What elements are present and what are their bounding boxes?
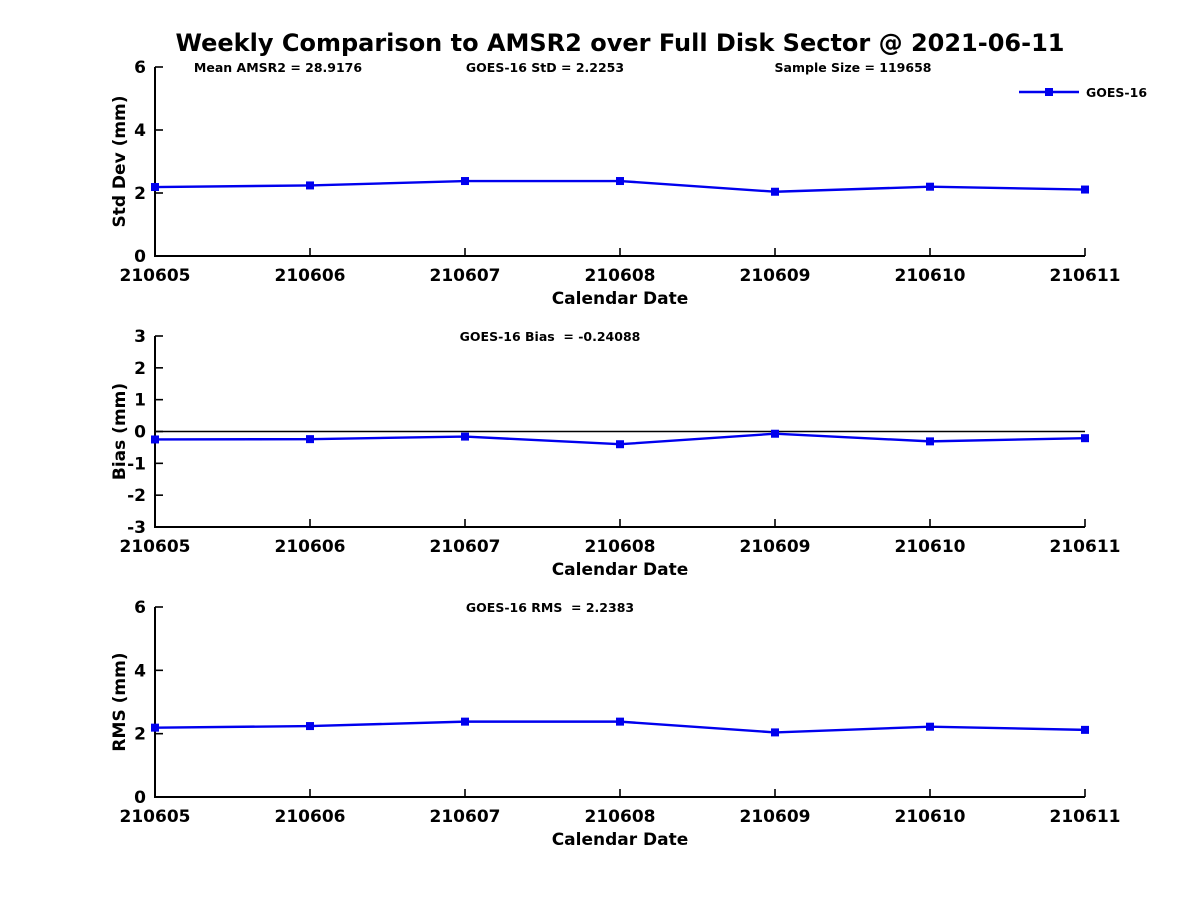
stat-annotation: GOES-16 StD = 2.2253 [466,60,624,75]
y-tick-label: 0 [134,247,146,267]
data-marker [151,183,159,192]
x-tick-label: 210606 [275,266,346,286]
x-tick-label: 210611 [1050,807,1121,827]
figure-title: Weekly Comparison to AMSR2 over Full Dis… [175,29,1065,57]
x-tick-label: 210608 [585,266,656,286]
x-tick-label: 210610 [895,266,966,286]
data-marker [926,722,934,731]
data-marker [461,432,469,441]
x-tick-label: 210605 [120,807,191,827]
data-marker [616,440,624,449]
chart-bias: -3 -2 -1 0 1 2 3 210605 210606 210607 210608 210609… [110,327,1120,580]
data-marker [151,723,159,732]
stat-annotation: Sample Size = 119658 [775,60,932,75]
y-tick-label: 1 [134,391,146,411]
legend: GOES-16 [1019,85,1147,100]
x-axis-label: Calendar Date [552,560,689,580]
data-marker [616,177,624,186]
x-tick-label: 210605 [120,266,191,286]
x-tick-label: 210606 [275,537,346,557]
chart-rms: 0 2 4 6 210605 210606 210607 210608 210609 210610… [110,598,1120,850]
chart-stddev: 0 2 4 6 210605 210606 210607 210608 210609 210610… [110,58,1147,309]
x-tick-label: 210607 [430,537,501,557]
y-axis-label: RMS (mm) [110,652,130,751]
data-marker [306,435,314,444]
y-tick-label: -1 [127,454,146,474]
data-marker [771,187,779,196]
data-marker [926,437,934,446]
y-tick-label: 6 [134,58,146,78]
y-tick-label: -2 [127,486,146,506]
data-marker [306,181,314,190]
x-tick-label: 210611 [1050,537,1121,557]
y-axis-label: Bias (mm) [110,383,130,480]
x-tick-label: 210607 [430,807,501,827]
x-tick-label: 210609 [740,266,811,286]
x-tick-label: 210605 [120,537,191,557]
data-marker [461,717,469,726]
data-marker [306,722,314,731]
x-tick-label: 210609 [740,807,811,827]
y-tick-label: 6 [134,598,146,618]
stat-annotation: GOES-16 RMS = 2.2383 [466,600,634,615]
data-marker [151,435,159,444]
stat-annotation: GOES-16 Bias = -0.24088 [460,329,641,344]
y-tick-label: 3 [134,327,146,347]
x-tick-label: 210608 [585,537,656,557]
data-marker [616,717,624,726]
x-tick-label: 210607 [430,266,501,286]
x-tick-label: 210610 [895,807,966,827]
data-marker [461,177,469,186]
y-tick-label: 2 [134,725,146,745]
data-marker [926,182,934,191]
y-tick-label: 0 [134,788,146,808]
legend-marker-icon [1045,88,1053,96]
x-tick-label: 210609 [740,537,811,557]
y-tick-label: 4 [134,121,146,141]
x-axis-label: Calendar Date [552,830,689,850]
y-tick-label: 2 [134,359,146,379]
data-marker [1081,725,1089,734]
y-tick-label: 4 [134,661,146,681]
data-marker [1081,185,1089,194]
stat-annotation: Mean AMSR2 = 28.9176 [194,60,362,75]
y-axis-label: Std Dev (mm) [110,95,130,227]
y-tick-label: 0 [134,423,146,443]
y-tick-label: -3 [127,518,146,538]
data-marker [771,429,779,438]
x-tick-label: 210610 [895,537,966,557]
data-marker [1081,434,1089,443]
data-marker [771,728,779,737]
x-tick-label: 210611 [1050,266,1121,286]
legend-label: GOES-16 [1086,85,1147,100]
x-tick-label: 210608 [585,807,656,827]
y-tick-label: 2 [134,184,146,204]
x-tick-label: 210606 [275,807,346,827]
x-axis-label: Calendar Date [552,289,689,309]
